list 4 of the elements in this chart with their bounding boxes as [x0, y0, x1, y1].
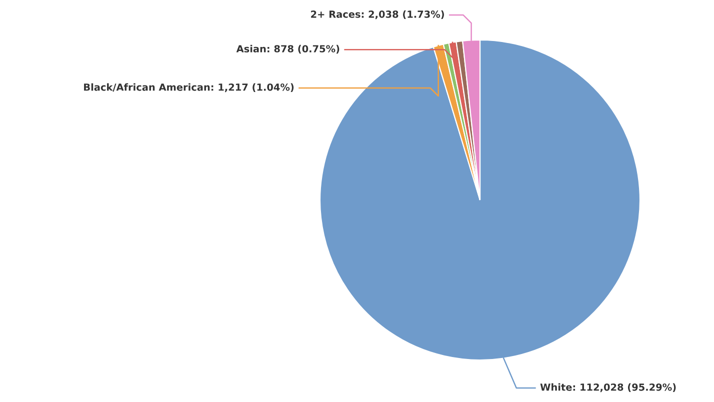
slice-label: 2+ Races: 2,038 (1.73%): [311, 10, 444, 20]
slice-label: Asian: 878 (0.75%): [236, 44, 340, 54]
slice-label: White: 112,028 (95.29%): [540, 383, 676, 392]
slice-label: Black/African American: 1,217 (1.04%): [84, 83, 294, 92]
